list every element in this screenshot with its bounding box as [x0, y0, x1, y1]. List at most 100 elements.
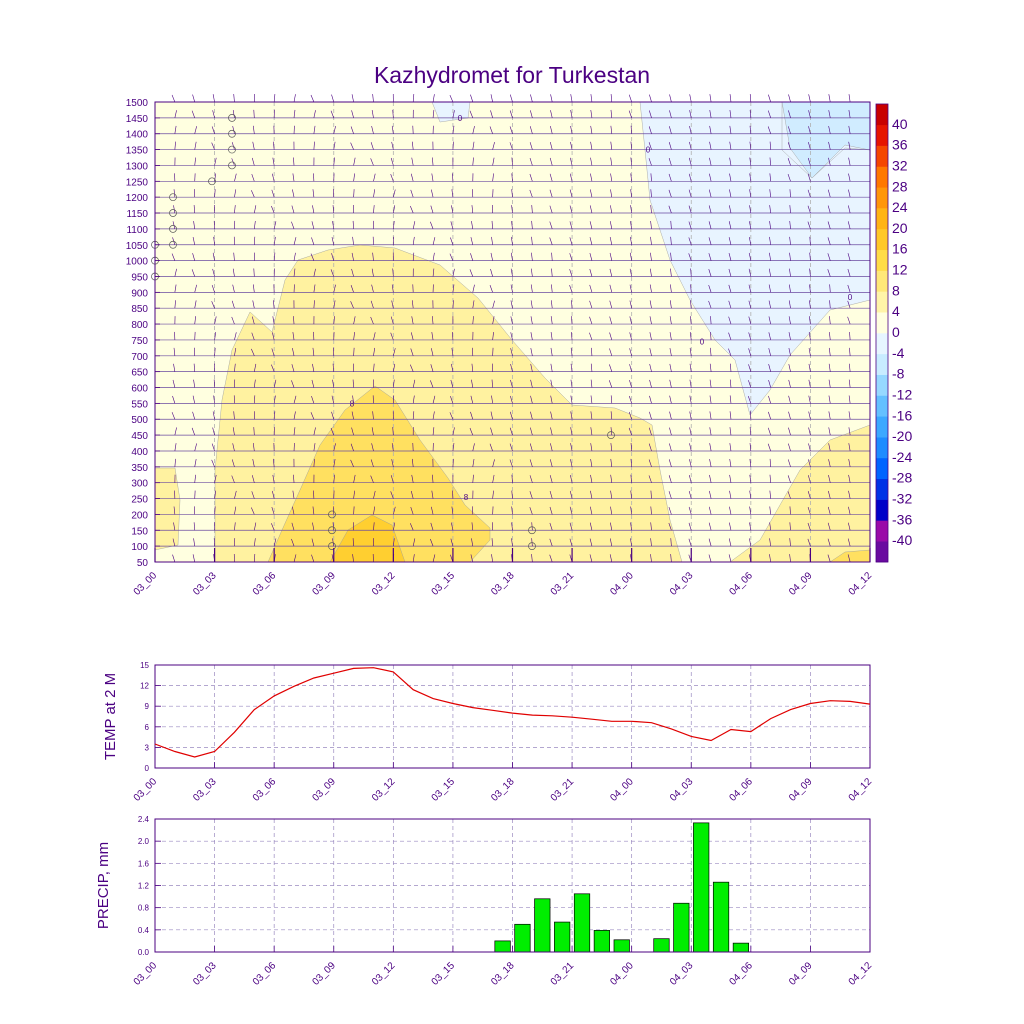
y-tick-label: 9 — [145, 702, 150, 711]
x-tick-label: 04_00 — [608, 570, 636, 598]
wind-barb — [311, 221, 315, 229]
temperature-panel: 0 3 6 9 12 15 03_00 03_03 03_06 03_09 03_12 03_15 03… — [102, 661, 874, 804]
wind-barb — [589, 332, 593, 341]
wind-barb — [333, 458, 336, 467]
wind-barb — [192, 94, 196, 103]
wind-barb — [709, 94, 712, 103]
wind-barb — [769, 189, 771, 198]
wind-barb — [292, 348, 295, 356]
wind-barb — [610, 157, 613, 166]
wind-barb — [173, 189, 176, 198]
wind-barb — [193, 363, 196, 372]
wind-barb — [788, 316, 791, 325]
wind-barb — [828, 94, 831, 103]
wind-barb — [330, 269, 335, 277]
wind-barb — [610, 205, 613, 214]
wind-barb — [847, 268, 851, 277]
y-tick-label: 1000 — [126, 257, 149, 268]
wind-barb — [649, 411, 652, 420]
wind-barb — [272, 474, 275, 483]
wind-barb — [709, 363, 712, 372]
wind-barb — [650, 490, 652, 499]
wind-barb — [808, 443, 811, 452]
wind-barb — [432, 316, 434, 325]
wind-barb — [451, 205, 454, 214]
wind-barb — [492, 300, 495, 309]
wind-barb — [333, 300, 336, 309]
wind-barb — [589, 522, 593, 531]
wind-barb — [848, 506, 851, 515]
wind-barb — [390, 316, 394, 325]
wind-barb — [531, 220, 533, 229]
x-tick-label: 03_18 — [489, 960, 517, 988]
wind-barb — [172, 554, 176, 563]
y-tick-label: 12 — [140, 682, 149, 691]
wind-barb — [373, 522, 375, 531]
wind-barb — [291, 364, 295, 372]
wind-barb — [333, 284, 336, 293]
wind-barb — [373, 490, 376, 499]
wind-barb — [371, 427, 374, 436]
wind-barb — [452, 268, 455, 277]
wind-barb — [234, 189, 237, 198]
colorbar-swatch — [876, 541, 888, 563]
wind-barb — [670, 554, 672, 563]
wind-barb — [689, 110, 692, 118]
wind-barb — [492, 316, 495, 325]
wind-barb — [748, 268, 752, 277]
contour-label: 0 — [848, 293, 853, 302]
wind-barb — [393, 506, 396, 515]
wind-barb — [728, 300, 732, 309]
wind-barb — [410, 364, 414, 372]
wind-barb — [313, 125, 316, 134]
wind-barb — [729, 506, 732, 515]
wind-barb — [847, 538, 851, 547]
wind-barb — [648, 142, 652, 150]
wind-barb — [449, 94, 454, 103]
x-tick-label: 04_06 — [728, 960, 756, 988]
wind-barb — [808, 363, 811, 372]
wind-barb — [570, 125, 573, 134]
wind-barb — [431, 490, 434, 499]
precip-bar — [534, 898, 551, 953]
wind-barb — [570, 379, 573, 388]
y-tick-label: 0 — [145, 764, 150, 773]
wind-barb — [352, 395, 354, 404]
colorbar-label: -12 — [892, 386, 912, 402]
x-tick-label: 04_06 — [728, 776, 756, 804]
wind-barb — [451, 189, 454, 198]
wind-barb — [510, 252, 513, 261]
wind-barb — [569, 221, 573, 229]
wind-barb — [689, 141, 692, 150]
wind-barb — [174, 110, 177, 118]
wind-barb — [411, 474, 414, 483]
wind-barb — [430, 221, 434, 230]
wind-barb — [472, 443, 475, 452]
wind-barb — [312, 189, 315, 198]
x-tick-label: 03_15 — [430, 570, 458, 598]
wind-barb — [333, 443, 336, 452]
wind-barb — [668, 142, 672, 150]
chart-title: Kazhydromet for Turkestan — [373, 62, 651, 88]
wind-barb — [272, 332, 275, 341]
wind-barb — [570, 141, 573, 150]
wind-barb — [729, 379, 732, 388]
wind-barb — [808, 141, 811, 150]
colorbar-label: 24 — [892, 199, 908, 215]
wind-barb — [471, 522, 474, 531]
wind-barb — [529, 142, 533, 150]
wind-barb — [670, 252, 672, 261]
wind-barb — [571, 316, 573, 325]
wind-barb — [511, 474, 513, 483]
wind-barb — [827, 189, 831, 198]
wind-barb — [470, 237, 474, 245]
wind-barb — [748, 396, 752, 404]
wind-barb — [233, 94, 235, 103]
wind-barb — [649, 94, 652, 103]
wind-barb — [550, 110, 553, 118]
wind-barb — [350, 142, 354, 150]
wind-barb — [749, 189, 752, 198]
wind-barb — [748, 364, 752, 372]
wind-barb — [529, 173, 533, 182]
wind-barb — [668, 507, 672, 515]
